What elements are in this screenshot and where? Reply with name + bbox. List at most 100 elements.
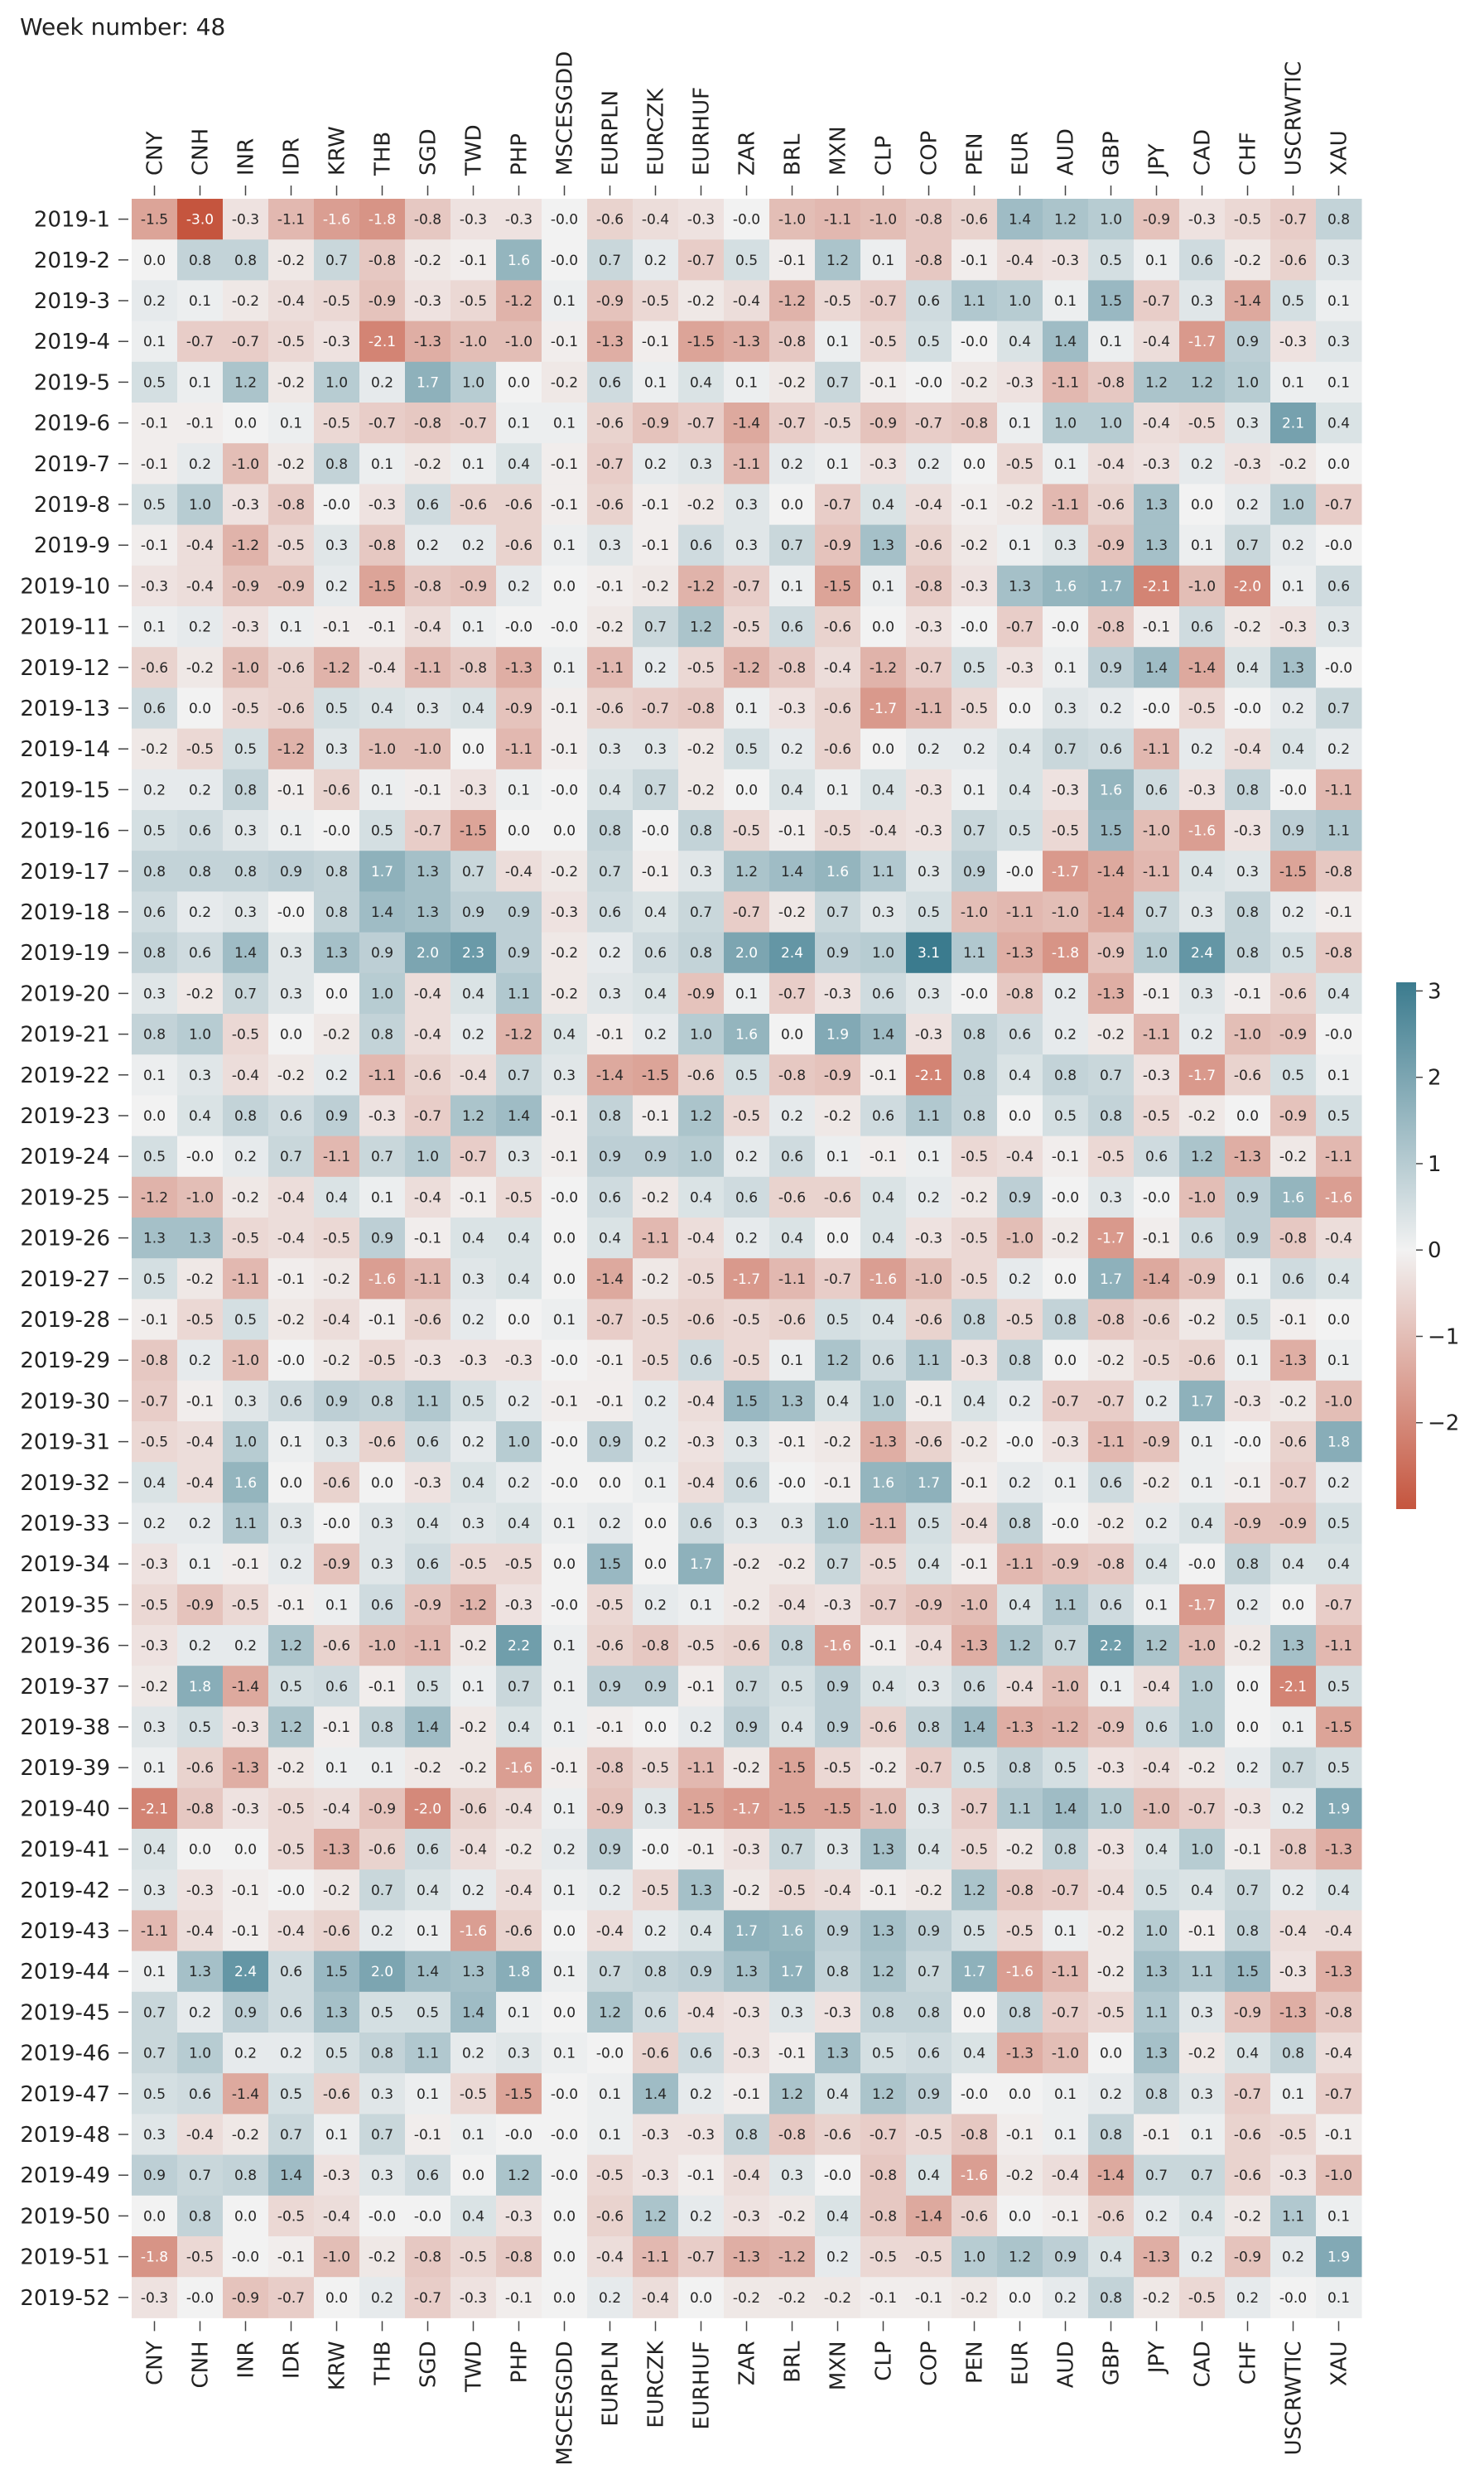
cell-value-label: 0.8 xyxy=(1009,1353,1031,1369)
heatmap-cell xyxy=(815,1421,861,1463)
heatmap-cell xyxy=(1316,484,1362,526)
heatmap-cell xyxy=(724,321,770,363)
cell-value-label: -0.5 xyxy=(733,620,760,636)
cell-value-label: 0.8 xyxy=(735,2127,758,2144)
cell-value-label: 1.5 xyxy=(1100,293,1122,310)
cell-value-label: 0.2 xyxy=(1282,701,1304,717)
cell-value-label: 0.6 xyxy=(189,823,211,840)
cell-value-label: -0.3 xyxy=(1143,1068,1170,1084)
cell-value-label: 1.4 xyxy=(872,1027,894,1044)
cell-value-label: -0.6 xyxy=(1234,2168,1261,2184)
cell-value-label: 0.5 xyxy=(1327,1108,1350,1125)
heatmap-cell xyxy=(1088,321,1135,363)
cell-value-label: 0.6 xyxy=(280,1393,302,1410)
cell-value-label: 0.1 xyxy=(1054,1475,1077,1492)
heatmap-cell xyxy=(815,239,861,281)
heatmap-cell xyxy=(450,361,497,403)
cell-value-label: 1.1 xyxy=(417,2046,439,2062)
cell-value-label: -2.1 xyxy=(915,1068,942,1084)
cell-value-label: -0.7 xyxy=(596,456,624,473)
cell-value-label: 0.7 xyxy=(918,1964,940,1980)
cell-value-label: 0.5 xyxy=(963,1760,985,1777)
heatmap-cell xyxy=(860,932,907,974)
cell-value-label: 0.2 xyxy=(918,1189,940,1206)
cell-value-label: -0.8 xyxy=(1325,945,1352,962)
heatmap-cell xyxy=(496,565,542,607)
heatmap-cell xyxy=(633,1136,679,1178)
cell-value-label: -1.5 xyxy=(460,823,487,840)
cell-value-label: -0.1 xyxy=(369,620,396,636)
cell-value-label: -0.3 xyxy=(141,1556,168,1573)
cell-value-label: -0.6 xyxy=(642,2046,669,2062)
heatmap-cell xyxy=(815,769,861,811)
cell-value-label: 0.3 xyxy=(918,864,940,880)
cell-value-label: 1.0 xyxy=(1100,416,1122,432)
cell-value-label: -1.1 xyxy=(141,1923,168,1940)
heatmap-cell xyxy=(359,1136,406,1178)
cell-value-label: -0.0 xyxy=(1188,1556,1216,1573)
cell-value-label: -0.3 xyxy=(870,456,897,473)
cell-value-label: -0.7 xyxy=(733,904,760,921)
cell-value-label: -1.4 xyxy=(915,2208,942,2225)
cell-value-label: 0.0 xyxy=(143,253,166,269)
cell-value-label: -1.6 xyxy=(824,1638,851,1655)
cell-value-label: 0.0 xyxy=(234,2208,257,2225)
heatmap-cell xyxy=(1316,687,1362,730)
cell-value-label: 0.1 xyxy=(1327,374,1350,391)
cell-value-label: 1.4 xyxy=(508,1108,530,1125)
heatmap-cell xyxy=(678,1095,725,1137)
heatmap-cell xyxy=(1270,1339,1317,1382)
heatmap-cell xyxy=(1225,524,1271,567)
cell-value-label: -1.1 xyxy=(1325,1149,1352,1165)
cell-value-label: 0.4 xyxy=(143,1842,166,1859)
heatmap-cell xyxy=(359,280,406,322)
cell-value-label: -0.1 xyxy=(414,2127,441,2144)
heatmap-cell xyxy=(1179,280,1226,322)
cell-value-label: -0.7 xyxy=(414,1108,441,1125)
heatmap-cell xyxy=(1179,1218,1226,1259)
cell-value-label: -0.2 xyxy=(1097,1027,1125,1044)
heatmap-cell xyxy=(359,728,406,770)
heatmap-cell xyxy=(769,647,816,688)
cell-value-label: 1.2 xyxy=(963,1883,985,1899)
cell-value-label: 1.6 xyxy=(508,253,530,269)
cell-value-label: 1.7 xyxy=(963,1964,985,1980)
cell-value-label: 0.1 xyxy=(417,1923,439,1940)
cell-value-label: -0.4 xyxy=(1143,1679,1170,1695)
heatmap-cell xyxy=(1225,1380,1271,1422)
heatmap-cell xyxy=(496,403,542,444)
cell-value-label: -0.6 xyxy=(323,2086,350,2103)
heatmap-cell xyxy=(223,647,269,688)
cell-value-label: -0.0 xyxy=(1279,2290,1307,2307)
cell-value-label: 0.3 xyxy=(781,1516,803,1532)
cell-value-label: 0.3 xyxy=(872,904,894,921)
cell-value-label: 0.4 xyxy=(508,1719,530,1736)
cell-value-label: 0.5 xyxy=(735,741,758,758)
heatmap-cell xyxy=(223,524,269,567)
cell-value-label: -0.0 xyxy=(1006,1435,1034,1451)
cell-value-label: -1.0 xyxy=(961,1597,988,1613)
cell-value-label: -0.9 xyxy=(1097,945,1125,962)
cell-value-label: 0.0 xyxy=(462,2168,484,2184)
heatmap-cell xyxy=(1179,565,1226,607)
cell-value-label: -0.5 xyxy=(596,2168,624,2184)
heatmap-cell xyxy=(724,1299,770,1341)
cell-value-label: -0.4 xyxy=(687,1475,715,1492)
cell-value-label: 0.6 xyxy=(599,374,621,391)
heatmap-cell xyxy=(314,403,360,444)
heatmap-cell xyxy=(769,972,816,1015)
heatmap-cell xyxy=(450,239,497,281)
cell-value-label: 0.3 xyxy=(1191,904,1213,921)
cell-value-label: 0.2 xyxy=(644,1597,667,1613)
cell-value-label: -1.0 xyxy=(232,456,259,473)
cell-value-label: 0.7 xyxy=(644,620,667,636)
heatmap-cell xyxy=(1179,443,1226,485)
cell-value-label: 0.7 xyxy=(143,2004,166,2021)
cell-value-label: 0.1 xyxy=(599,2127,621,2144)
cell-value-label: 1.0 xyxy=(189,1027,211,1044)
cell-value-label: -1.4 xyxy=(596,1068,624,1084)
cell-value-label: -0.2 xyxy=(961,2290,988,2307)
cell-value-label: -1.7 xyxy=(733,1271,760,1288)
heatmap-cell xyxy=(997,1258,1043,1300)
row-label: 2019-42 xyxy=(20,1878,110,1903)
